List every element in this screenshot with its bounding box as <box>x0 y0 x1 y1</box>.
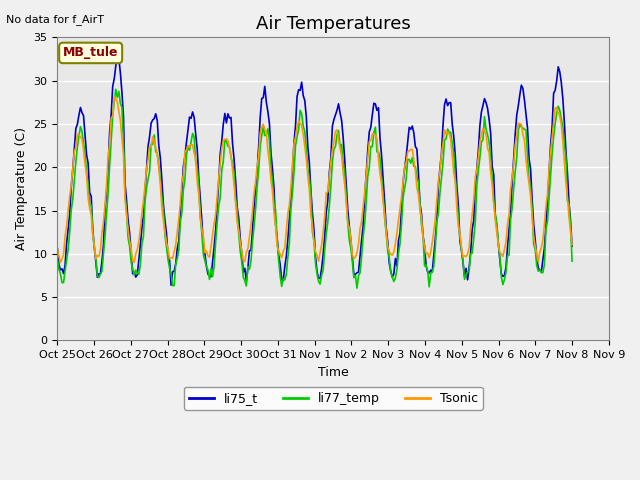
li77_temp <box>54 257 61 263</box>
li77_temp <box>477 139 485 145</box>
Tsonic <box>54 247 61 252</box>
Tsonic <box>111 94 118 100</box>
li75_t <box>113 54 121 60</box>
Title: Air Temperatures: Air Temperatures <box>256 15 410 33</box>
Line: li75_t: li75_t <box>58 57 572 285</box>
Tsonic <box>170 249 178 255</box>
Text: No data for f_AirT: No data for f_AirT <box>6 14 104 25</box>
Tsonic <box>346 225 353 231</box>
Tsonic <box>568 242 576 248</box>
li77_temp <box>353 285 361 291</box>
li75_t <box>170 268 178 274</box>
li75_t <box>167 282 175 288</box>
li75_t <box>477 109 485 115</box>
X-axis label: Time: Time <box>317 366 349 379</box>
Line: Tsonic: Tsonic <box>58 97 572 263</box>
Tsonic <box>484 145 492 151</box>
li75_t <box>60 271 67 276</box>
Line: li77_temp: li77_temp <box>58 89 572 288</box>
li75_t <box>346 223 353 229</box>
Tsonic <box>61 233 69 239</box>
li77_temp <box>60 280 67 286</box>
li77_temp <box>112 86 120 92</box>
li75_t <box>568 243 576 249</box>
li77_temp <box>169 283 177 288</box>
li75_t <box>54 245 61 251</box>
li75_t <box>484 106 492 111</box>
Legend: li75_t, li77_temp, Tsonic: li75_t, li77_temp, Tsonic <box>184 387 483 410</box>
Tsonic <box>56 260 64 265</box>
li75_t <box>211 244 218 250</box>
Tsonic <box>211 220 218 226</box>
li77_temp <box>568 258 576 264</box>
Text: MB_tule: MB_tule <box>63 47 118 60</box>
Tsonic <box>477 131 485 136</box>
li77_temp <box>484 132 492 138</box>
Y-axis label: Air Temperature (C): Air Temperature (C) <box>15 127 28 251</box>
li77_temp <box>209 274 216 279</box>
li77_temp <box>344 220 351 226</box>
